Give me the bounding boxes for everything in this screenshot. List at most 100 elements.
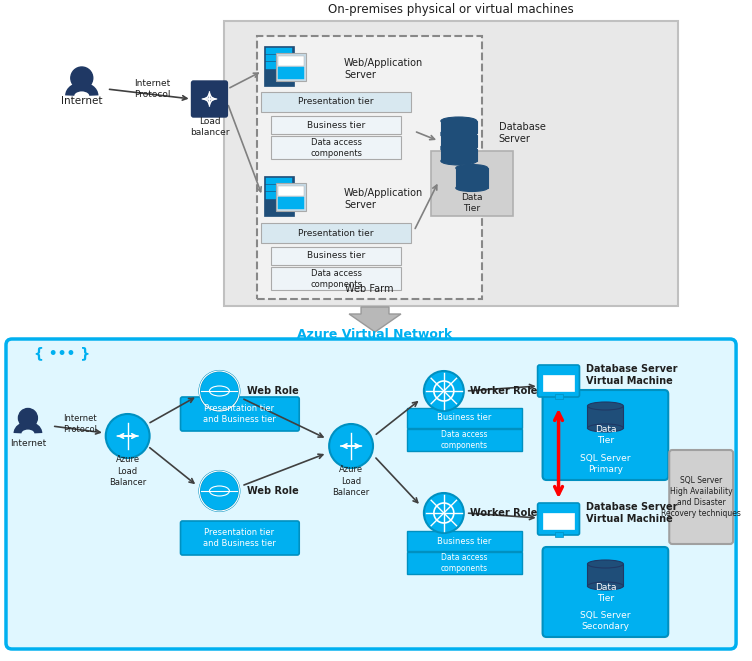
Bar — [257, 36, 482, 299]
Ellipse shape — [441, 117, 477, 125]
Ellipse shape — [441, 143, 477, 151]
Ellipse shape — [587, 582, 623, 590]
Ellipse shape — [441, 157, 477, 165]
Circle shape — [199, 371, 239, 411]
Text: Data access
components: Data access components — [440, 430, 487, 450]
Text: Business tier: Business tier — [307, 120, 365, 130]
Text: SQL Server
Primary: SQL Server Primary — [580, 454, 631, 474]
Text: Data
Tier: Data Tier — [595, 583, 616, 603]
Text: Presentation tier
and Business tier: Presentation tier and Business tier — [203, 404, 276, 424]
Text: Web Farm: Web Farm — [344, 284, 393, 294]
Bar — [554, 532, 562, 537]
Bar — [261, 92, 411, 112]
Bar — [587, 406, 623, 428]
Text: On-premises physical or virtual machines: On-premises physical or virtual machines — [328, 3, 574, 15]
Text: Data access
components: Data access components — [440, 553, 487, 573]
Ellipse shape — [441, 129, 477, 137]
Text: { ••• }: { ••• } — [34, 346, 90, 360]
FancyBboxPatch shape — [669, 450, 733, 544]
Text: SQL Server
High Availability
and Disaster
Recovery techniques: SQL Server High Availability and Disaste… — [661, 476, 741, 518]
Text: Web Role: Web Role — [247, 486, 299, 496]
Ellipse shape — [456, 184, 488, 192]
Text: Worker Role: Worker Role — [470, 508, 537, 518]
Text: Data
Tier: Data Tier — [461, 193, 483, 213]
Bar — [264, 176, 294, 216]
FancyArrow shape — [349, 307, 401, 332]
Bar — [224, 21, 678, 306]
Text: Azure
Load
Balancer: Azure Load Balancer — [109, 455, 147, 486]
Text: Web/Application
Server: Web/Application Server — [344, 58, 423, 80]
Text: Azure Virtual Network: Azure Virtual Network — [297, 329, 453, 342]
Circle shape — [199, 471, 239, 511]
Text: Presentation tier
and Business tier: Presentation tier and Business tier — [203, 528, 276, 548]
Bar — [266, 185, 293, 192]
Bar — [441, 121, 477, 133]
Bar — [266, 192, 293, 198]
Bar — [276, 53, 306, 81]
FancyBboxPatch shape — [543, 547, 669, 637]
Bar — [271, 247, 401, 265]
Bar — [266, 178, 293, 184]
Text: Presentation tier: Presentation tier — [299, 98, 374, 106]
FancyBboxPatch shape — [538, 365, 580, 397]
Text: Internet
Protocol: Internet Protocol — [135, 79, 171, 99]
Bar — [407, 552, 522, 574]
FancyBboxPatch shape — [538, 503, 580, 535]
Text: Web Role: Web Role — [247, 386, 299, 396]
Bar — [278, 67, 305, 79]
Bar — [264, 46, 294, 86]
Bar — [266, 56, 293, 61]
Bar — [271, 116, 401, 134]
Circle shape — [329, 424, 373, 468]
Ellipse shape — [587, 560, 623, 568]
Text: Data access
components: Data access components — [310, 269, 362, 289]
Text: Presentation tier: Presentation tier — [299, 229, 374, 237]
Bar — [441, 149, 477, 161]
FancyBboxPatch shape — [192, 81, 227, 117]
Circle shape — [424, 493, 464, 533]
Text: Business tier: Business tier — [437, 414, 491, 422]
FancyBboxPatch shape — [180, 521, 299, 555]
Bar — [431, 151, 513, 216]
Bar — [278, 56, 305, 66]
Bar — [456, 168, 488, 188]
Text: Azure
Load
Balancer: Azure Load Balancer — [332, 465, 370, 496]
Bar — [271, 136, 401, 159]
Circle shape — [106, 414, 150, 458]
Bar — [266, 62, 293, 69]
Ellipse shape — [587, 402, 623, 410]
Text: Database
Server: Database Server — [499, 122, 545, 144]
Text: Data
Tier: Data Tier — [595, 425, 616, 445]
Text: Business tier: Business tier — [437, 537, 491, 545]
Circle shape — [19, 408, 38, 428]
Text: Internet
Protocol: Internet Protocol — [62, 414, 97, 434]
Bar — [261, 223, 411, 243]
Ellipse shape — [456, 165, 488, 171]
FancyBboxPatch shape — [180, 397, 299, 431]
Bar — [543, 375, 575, 391]
Text: Database Server
Virtual Machine: Database Server Virtual Machine — [587, 502, 678, 524]
Bar — [441, 135, 477, 147]
Circle shape — [424, 371, 464, 411]
Text: Internet: Internet — [61, 96, 102, 106]
Bar — [278, 186, 305, 196]
Circle shape — [71, 67, 92, 89]
FancyBboxPatch shape — [6, 339, 736, 649]
Text: Worker Role: Worker Role — [470, 386, 537, 396]
Bar — [554, 394, 562, 399]
Ellipse shape — [441, 131, 477, 139]
Bar — [407, 408, 522, 428]
Bar — [276, 183, 306, 211]
Text: Data access
components: Data access components — [310, 138, 362, 158]
Bar — [266, 48, 293, 54]
Bar — [543, 513, 575, 529]
Bar — [278, 197, 305, 209]
Bar — [271, 267, 401, 290]
Text: Internet: Internet — [10, 438, 46, 447]
Text: Database Server
Virtual Machine: Database Server Virtual Machine — [587, 364, 678, 386]
Text: Business tier: Business tier — [307, 251, 365, 260]
Bar — [587, 564, 623, 586]
Bar — [407, 531, 522, 551]
Text: Web/Application
Server: Web/Application Server — [344, 188, 423, 210]
Bar — [407, 429, 522, 451]
